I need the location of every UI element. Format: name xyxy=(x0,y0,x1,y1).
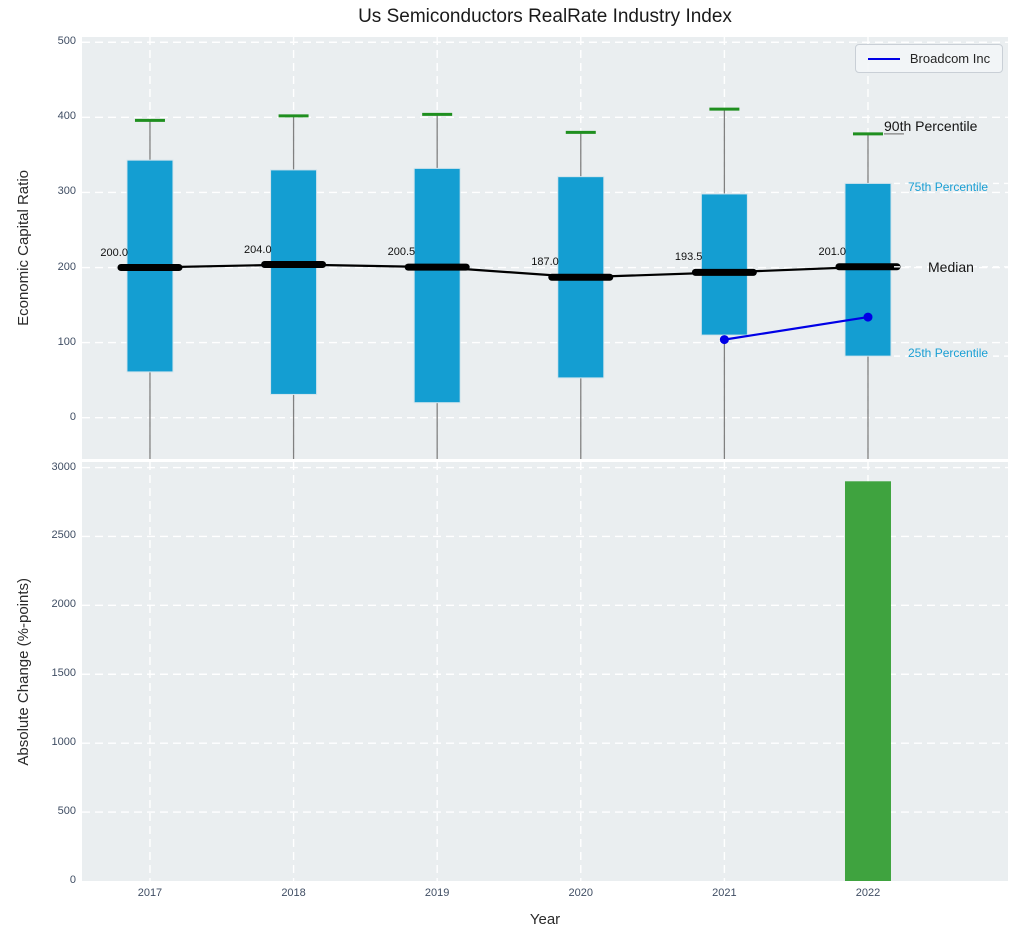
annotation-median: Median xyxy=(928,258,974,275)
broadcom-point xyxy=(719,335,729,345)
bottom-plot-area xyxy=(82,462,1008,881)
x-axis-label: Year xyxy=(529,911,561,928)
legend: Broadcom Inc xyxy=(855,44,1003,73)
y-tick-label: 400 xyxy=(57,110,76,123)
y-tick-label: 300 xyxy=(57,185,76,198)
top-plot-area xyxy=(82,37,1008,459)
legend-label: Broadcom Inc xyxy=(909,51,991,66)
y-tick-label: 3000 xyxy=(51,460,76,473)
median-value-label: 200.5 xyxy=(387,246,416,259)
median-value-label: 201.0 xyxy=(818,245,846,258)
broadcom-point xyxy=(863,312,873,322)
top-y-axis-label-wrap: Economic Capital Ratio xyxy=(10,37,36,459)
y-tick-label: 2000 xyxy=(51,598,76,611)
y-tick-label: 1000 xyxy=(51,736,76,749)
x-tick-label: 2022 xyxy=(855,887,881,899)
iqr-box-2019 xyxy=(413,167,461,404)
x-tick-label: 2019 xyxy=(424,887,450,899)
median-value-label: 187.0 xyxy=(531,256,559,269)
y-tick-label: 500 xyxy=(57,35,76,48)
iqr-box-2018 xyxy=(270,169,318,395)
annotation-75th-percentile: 75th Percentile xyxy=(908,180,989,195)
iqr-box-2021 xyxy=(700,193,748,336)
median-value-label: 193.5 xyxy=(674,251,703,264)
annotation-25th-percentile: 25th Percentile xyxy=(908,346,989,361)
x-tick-label: 2020 xyxy=(568,887,593,899)
x-tick-label: 2017 xyxy=(137,887,163,899)
x-tick-label: 2018 xyxy=(281,887,306,899)
change-bar-2022 xyxy=(844,481,891,881)
y-tick-label: 1500 xyxy=(51,667,76,680)
annotation-90th-percentile: 90th Percentile xyxy=(884,117,978,134)
x-tick-label: 2021 xyxy=(712,887,737,899)
y-tick-label: 200 xyxy=(57,260,76,273)
y-tick-label: 500 xyxy=(57,805,76,818)
y-tick-label: 0 xyxy=(69,874,76,886)
y-tick-label: 100 xyxy=(57,335,76,348)
median-value-label: 200.0 xyxy=(100,246,128,259)
legend-line-sample-icon xyxy=(867,57,900,60)
box-chart-canvas xyxy=(82,37,1008,459)
median-value-label: 204.0 xyxy=(244,243,272,256)
chart-title: Us Semiconductors RealRate Industry Inde… xyxy=(358,6,732,27)
y-tick-label: 0 xyxy=(69,410,76,423)
bar-chart-canvas xyxy=(82,462,1008,881)
broadcom-line xyxy=(724,315,869,341)
y-tick-label: 2500 xyxy=(51,529,76,542)
